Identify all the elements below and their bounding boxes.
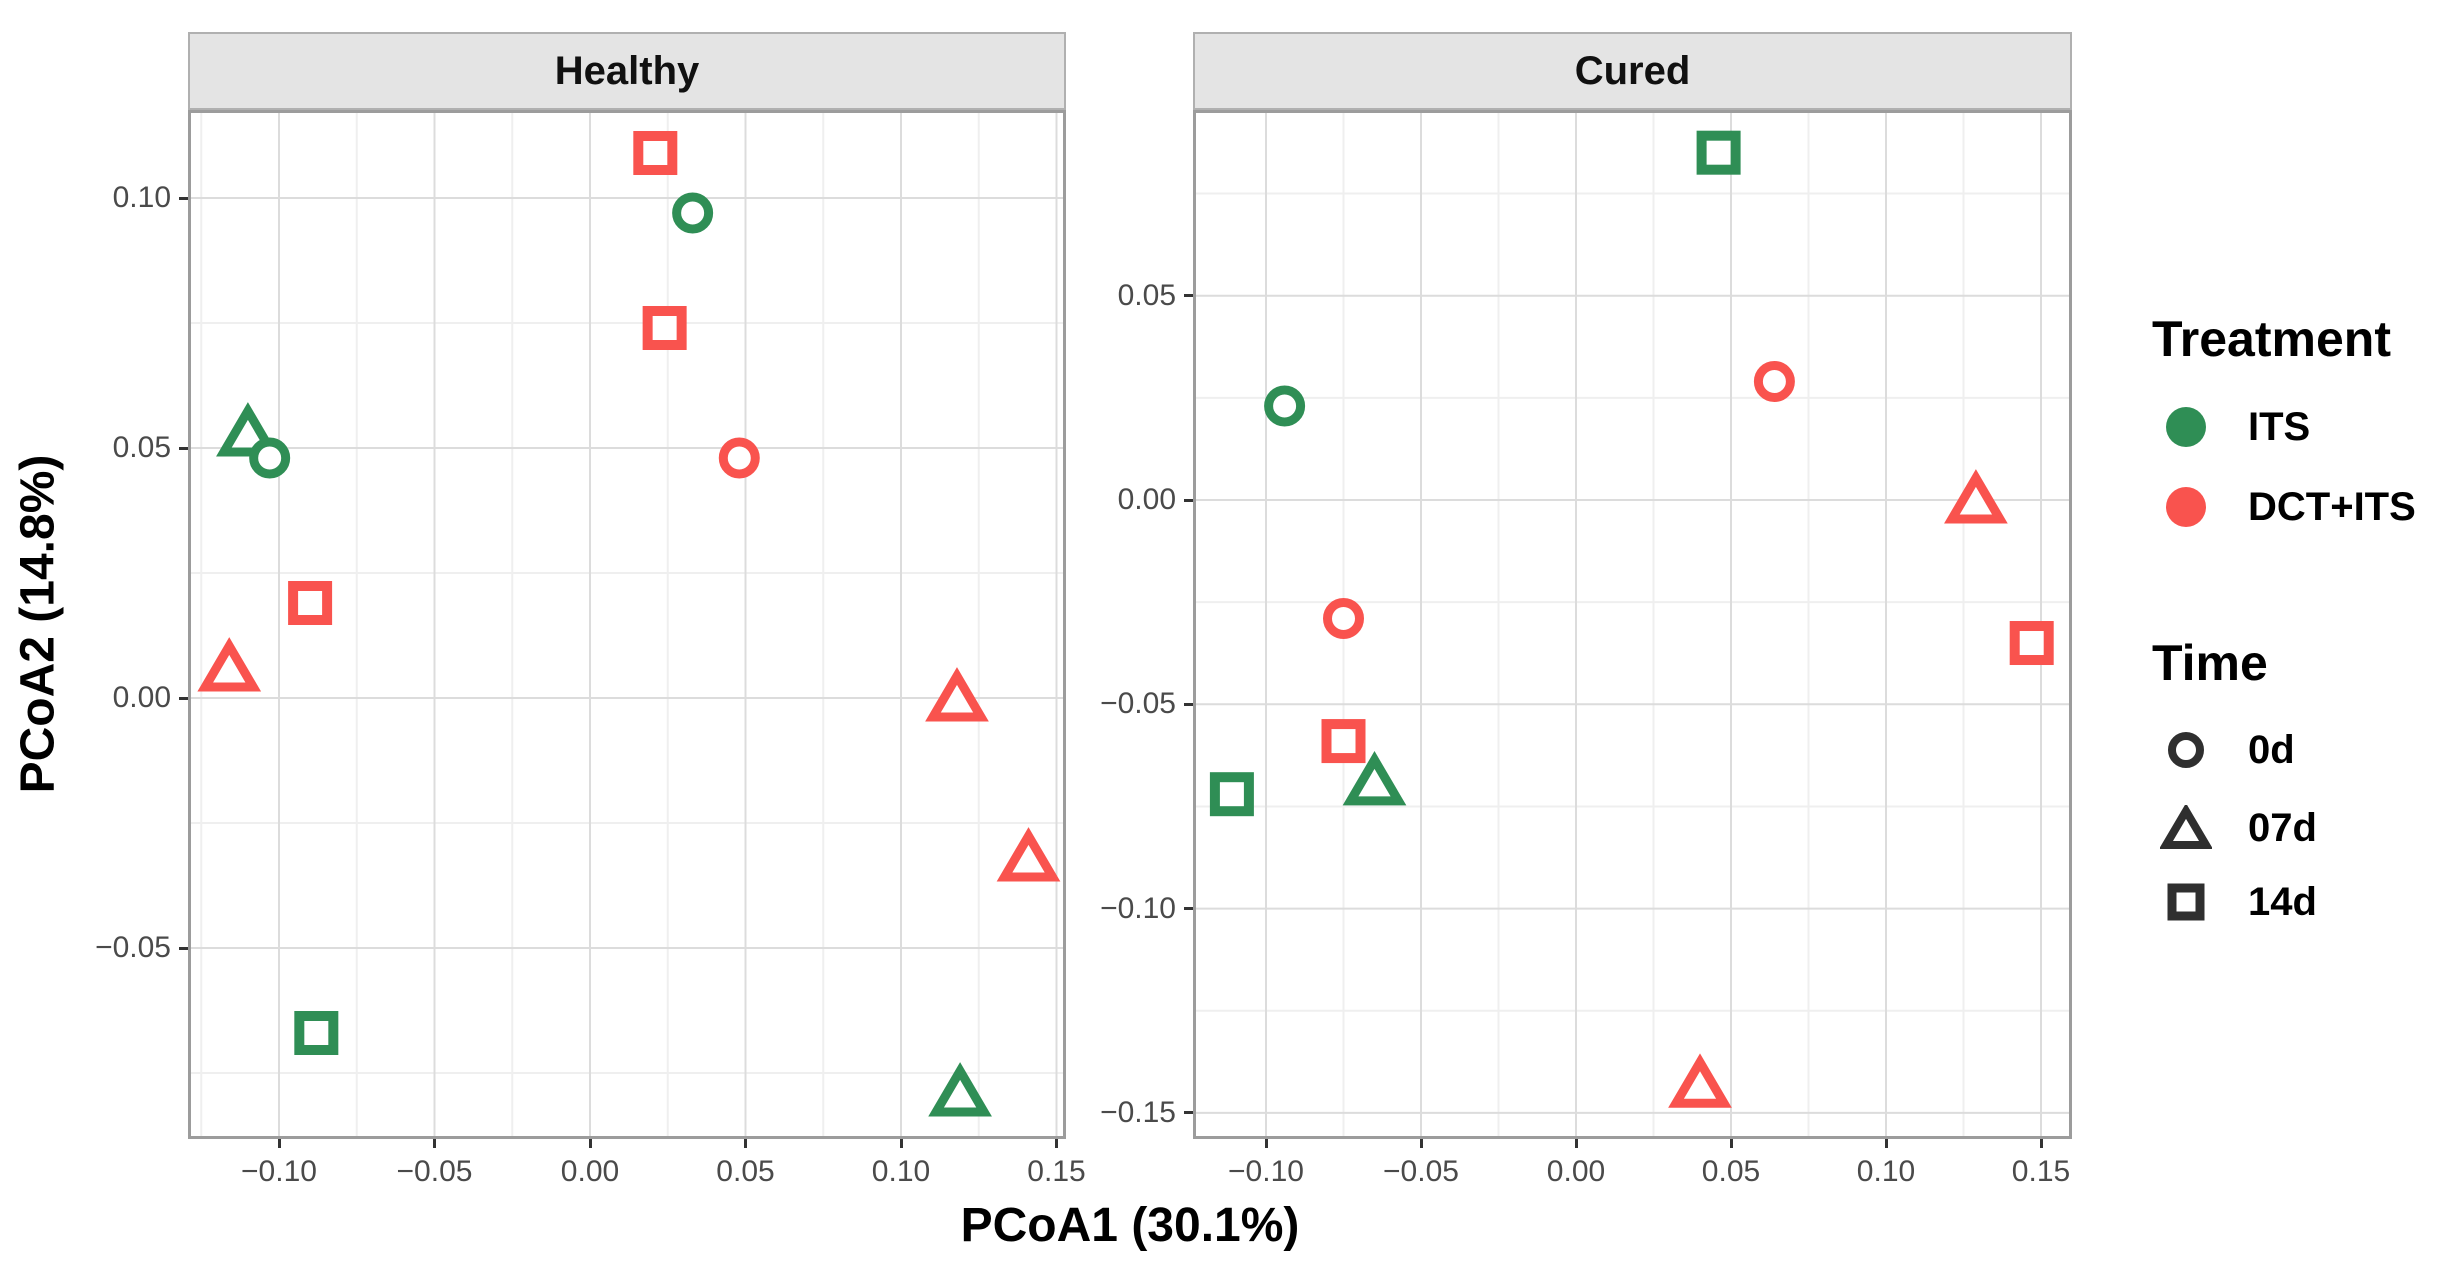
legend-item-14d: 14d: [2158, 876, 2317, 928]
data-point-cured-dct+its-14d: [1321, 719, 1366, 764]
x-tick-label: 0.05: [716, 1155, 775, 1188]
x-tick-label: 0.00: [560, 1155, 620, 1188]
x-tick-label: −0.10: [241, 1155, 317, 1188]
y-tick-label: 0.10: [112, 181, 171, 214]
x-tick-mark: [1055, 1139, 1058, 1148]
legend-item-07d-label: 07d: [2248, 805, 2317, 850]
legend-time-title: Time: [2152, 635, 2268, 691]
x-tick-mark: [1419, 1139, 1423, 1148]
y-tick-mark: [1184, 907, 1193, 911]
y-tick-label: 0.05: [112, 431, 171, 464]
open-circle-icon: [2158, 724, 2214, 776]
data-point-cured-its-07d: [1342, 751, 1407, 806]
facet-strip-healthy: Healthy: [188, 32, 1066, 110]
panel-healthy-canvas: [188, 110, 1066, 1139]
dct-its-swatch-icon: [2158, 481, 2214, 533]
legend-item-07d: 07d: [2158, 802, 2317, 854]
x-axis-title: PCoA1 (30.1%): [960, 1199, 1300, 1252]
legend-item-14d-label: 14d: [2248, 879, 2317, 924]
data-point-healthy-dct+its-14d: [288, 581, 333, 625]
data-point-healthy-dct+its-14d: [642, 306, 687, 350]
x-tick-mark: [433, 1139, 436, 1148]
y-tick-label: −0.05: [95, 931, 171, 964]
data-point-healthy-dct+its-07d: [925, 667, 989, 722]
data-point-cured-its-14d: [1696, 130, 1741, 175]
y-tick-mark: [1184, 702, 1193, 706]
legend-item-dct-its-label: DCT+ITS: [2248, 484, 2416, 529]
data-point-healthy-its-07d: [928, 1062, 992, 1117]
data-point-cured-dct+its-0d: [1323, 597, 1364, 639]
panel-cured-canvas: [1193, 110, 2072, 1139]
y-tick-label: −0.10: [1100, 891, 1176, 925]
x-tick-label: 0.00: [1546, 1155, 1606, 1188]
data-point-healthy-its-0d: [249, 437, 291, 479]
data-point-healthy-dct+its-0d: [718, 437, 760, 479]
data-point-cured-dct+its-07d: [1668, 1053, 1732, 1108]
x-tick-label: −0.10: [1228, 1155, 1304, 1188]
legend-item-its: ITS: [2158, 401, 2310, 453]
facet-strip-cured: Cured: [1193, 32, 2072, 110]
facet-strip-cured-label: Cured: [1574, 48, 1691, 93]
legend-item-its-label: ITS: [2248, 404, 2311, 449]
x-tick-label: 0.15: [2011, 1155, 2071, 1188]
data-point-cured-dct+its-0d: [1753, 361, 1795, 403]
its-swatch-icon: [2158, 401, 2214, 453]
x-tick-mark: [744, 1139, 747, 1148]
data-point-cured-its-14d: [1209, 772, 1254, 817]
y-tick-mark: [1184, 1111, 1193, 1115]
x-tick-label: 0.10: [1856, 1155, 1916, 1188]
data-point-healthy-its-0d: [672, 192, 714, 234]
x-tick-label: −0.05: [396, 1155, 473, 1188]
y-tick-mark: [179, 946, 188, 950]
legend-item-0d: 0d: [2158, 724, 2295, 776]
y-tick-label: 0.00: [1117, 483, 1176, 516]
panel-healthy-plot-area: [188, 110, 1066, 1139]
y-axis-title: PCoA2 (14.8%): [11, 454, 65, 794]
x-tick-mark: [1729, 1139, 1733, 1148]
legend-item-dct-its: DCT+ITS: [2158, 481, 2416, 533]
open-triangle-icon: [2158, 802, 2214, 854]
y-tick-mark: [1184, 294, 1193, 298]
y-tick-label: −0.05: [1100, 687, 1176, 721]
panel-border: [188, 110, 1066, 1139]
open-square-icon: [2158, 876, 2214, 928]
legend-treatment-title: Treatment: [2152, 311, 2391, 367]
facet-strip-healthy-label: Healthy: [554, 48, 700, 93]
data-point-healthy-dct+its-14d: [633, 131, 678, 175]
y-tick-mark: [179, 696, 188, 700]
x-tick-label: 0.10: [871, 1155, 931, 1188]
x-tick-mark: [588, 1139, 592, 1148]
y-tick-mark: [179, 196, 188, 200]
x-tick-label: 0.15: [1027, 1155, 1086, 1188]
x-tick-label: −0.05: [1383, 1155, 1459, 1188]
data-point-healthy-its-14d: [294, 1011, 339, 1055]
y-tick-mark: [179, 446, 188, 450]
data-point-cured-its-0d: [1264, 385, 1306, 427]
x-tick-mark: [2039, 1139, 2043, 1148]
data-point-healthy-dct+its-07d: [197, 637, 262, 692]
y-tick-label: 0.05: [1117, 278, 1176, 312]
data-point-cured-dct+its-07d: [1944, 469, 2008, 524]
x-tick-mark: [277, 1139, 281, 1148]
x-tick-mark: [1884, 1139, 1888, 1148]
panel-border: [1193, 110, 2072, 1139]
data-point-cured-dct+its-14d: [2009, 621, 2054, 666]
y-tick-label: 0.00: [112, 681, 171, 714]
x-tick-mark: [1574, 1139, 1578, 1148]
panel-cured-plot-area: [1193, 110, 2072, 1139]
legend-item-0d-label: 0d: [2248, 727, 2295, 772]
x-tick-mark: [899, 1139, 903, 1148]
y-tick-label: −0.15: [1100, 1095, 1176, 1129]
x-tick-label: 0.05: [1701, 1155, 1761, 1188]
x-tick-mark: [1264, 1139, 1268, 1148]
y-tick-mark: [1184, 498, 1193, 502]
data-point-healthy-dct+its-07d: [996, 827, 1061, 882]
